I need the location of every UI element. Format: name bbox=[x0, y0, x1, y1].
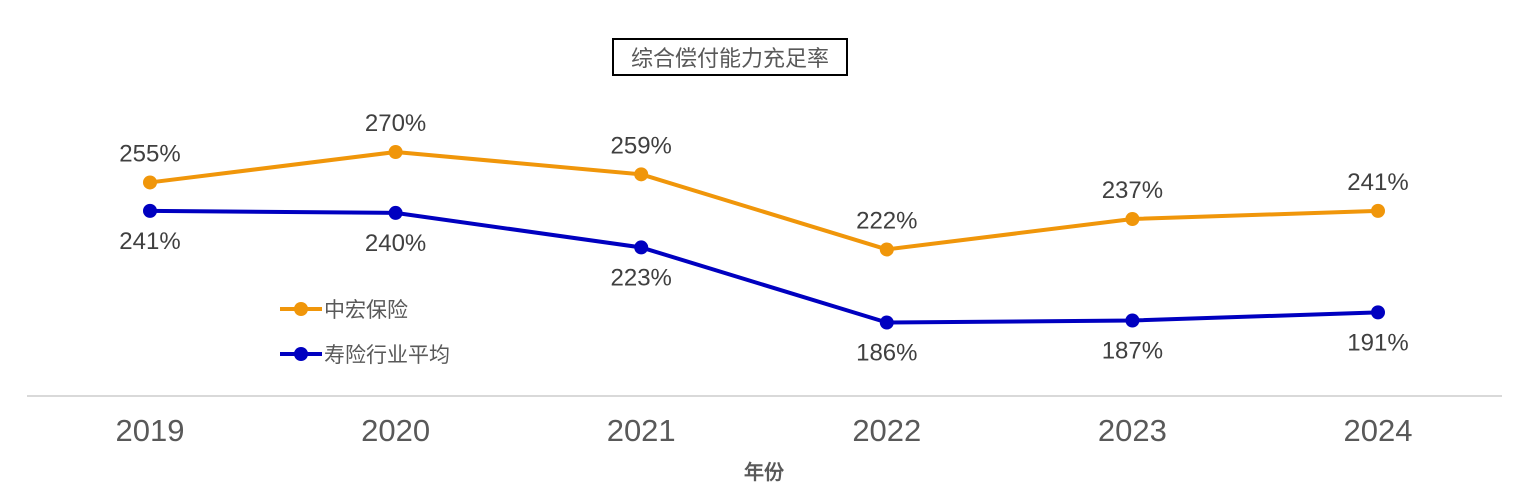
data-label: 186% bbox=[856, 340, 917, 367]
data-point-marker bbox=[1371, 203, 1385, 218]
legend-item-industry-average: 寿险行业平均 bbox=[280, 339, 450, 369]
legend-line-marker-icon bbox=[280, 299, 322, 319]
data-point-marker bbox=[1125, 211, 1140, 226]
x-tick-label: 2021 bbox=[607, 413, 676, 448]
data-label: 255% bbox=[119, 140, 180, 167]
legend-label: 中宏保险 bbox=[324, 298, 408, 322]
data-label: 259% bbox=[611, 132, 672, 159]
data-point-marker bbox=[634, 240, 649, 255]
legend-line-marker-icon bbox=[280, 344, 322, 364]
data-label: 187% bbox=[1102, 337, 1163, 364]
data-label: 270% bbox=[365, 110, 426, 137]
x-axis-ticks: 2019 2020 2021 2022 2023 2024 bbox=[116, 413, 1413, 448]
data-point-marker bbox=[143, 175, 157, 190]
series-layer: 255% 270% 259% 222% 237% 241% 241% 240% 223% 186%… bbox=[119, 110, 1408, 367]
data-point-marker bbox=[879, 242, 894, 257]
data-point-marker bbox=[879, 315, 894, 330]
x-tick-label: 2024 bbox=[1344, 413, 1413, 448]
data-point-marker bbox=[143, 203, 157, 218]
x-tick-label: 2019 bbox=[116, 413, 185, 448]
data-point-marker bbox=[388, 205, 403, 220]
data-label: 222% bbox=[856, 207, 917, 234]
legend-item-zhonghong: 中宏保险 bbox=[280, 294, 408, 324]
data-label: 241% bbox=[1347, 169, 1408, 196]
data-label: 240% bbox=[365, 230, 426, 257]
data-point-marker bbox=[1371, 305, 1385, 320]
data-point-marker bbox=[1125, 313, 1140, 328]
data-point-marker bbox=[388, 145, 403, 159]
x-tick-label: 2022 bbox=[852, 413, 921, 448]
data-point-marker bbox=[634, 167, 649, 182]
series-line bbox=[149, 150, 1379, 252]
legend-label: 寿险行业平均 bbox=[324, 343, 450, 367]
x-tick-label: 2023 bbox=[1098, 413, 1167, 448]
x-axis-title: 年份 bbox=[744, 460, 785, 484]
x-tick-label: 2020 bbox=[361, 413, 430, 448]
data-label: 241% bbox=[119, 228, 180, 255]
series-line bbox=[149, 208, 1379, 325]
data-label: 223% bbox=[611, 264, 672, 291]
chart-title: 综合偿付能力充足率 bbox=[612, 38, 848, 76]
data-label: 237% bbox=[1102, 177, 1163, 204]
data-label: 191% bbox=[1347, 329, 1408, 356]
